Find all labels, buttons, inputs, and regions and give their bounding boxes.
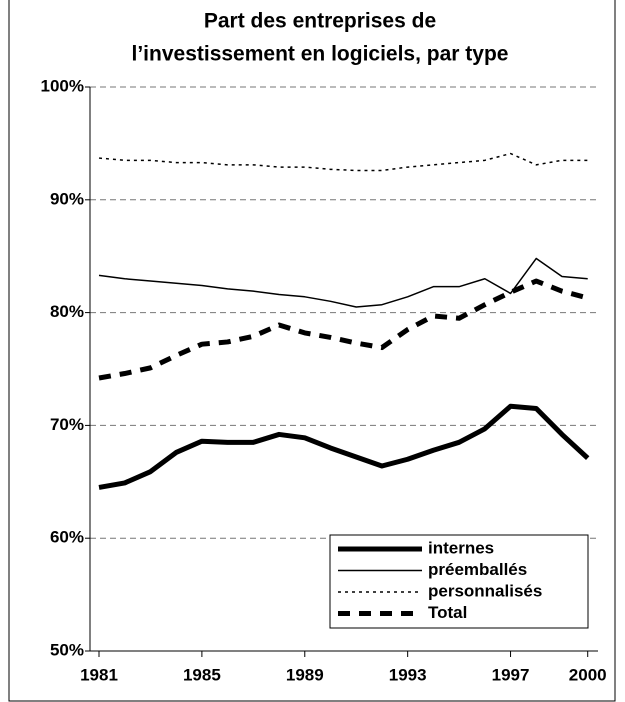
legend-label: internes (428, 538, 494, 557)
series-line (98, 278, 589, 381)
legend-label: personnalisés (428, 581, 542, 600)
series-line (98, 257, 588, 308)
x-tick-label: 1981 (80, 665, 118, 684)
chart-title: Part des entreprises de (204, 10, 436, 33)
x-tick-label: 1985 (183, 665, 221, 684)
y-tick-label: 60% (50, 528, 84, 547)
series-line (98, 403, 590, 490)
x-tick-label: 1989 (286, 665, 324, 684)
y-tick-label: 50% (50, 640, 84, 659)
x-tick-label: 2000 (569, 665, 607, 684)
y-tick-label: 70% (50, 415, 84, 434)
legend-label: Total (428, 603, 467, 622)
x-tick-label: 1993 (389, 665, 427, 684)
y-tick-label: 80% (50, 302, 84, 321)
x-tick-label: 1997 (492, 665, 530, 684)
y-tick-label: 100% (41, 76, 84, 95)
legend-label: préemballés (428, 560, 527, 579)
y-tick-label: 90% (50, 189, 84, 208)
chart-title: l’investissement en logiciels, par type (132, 43, 509, 66)
